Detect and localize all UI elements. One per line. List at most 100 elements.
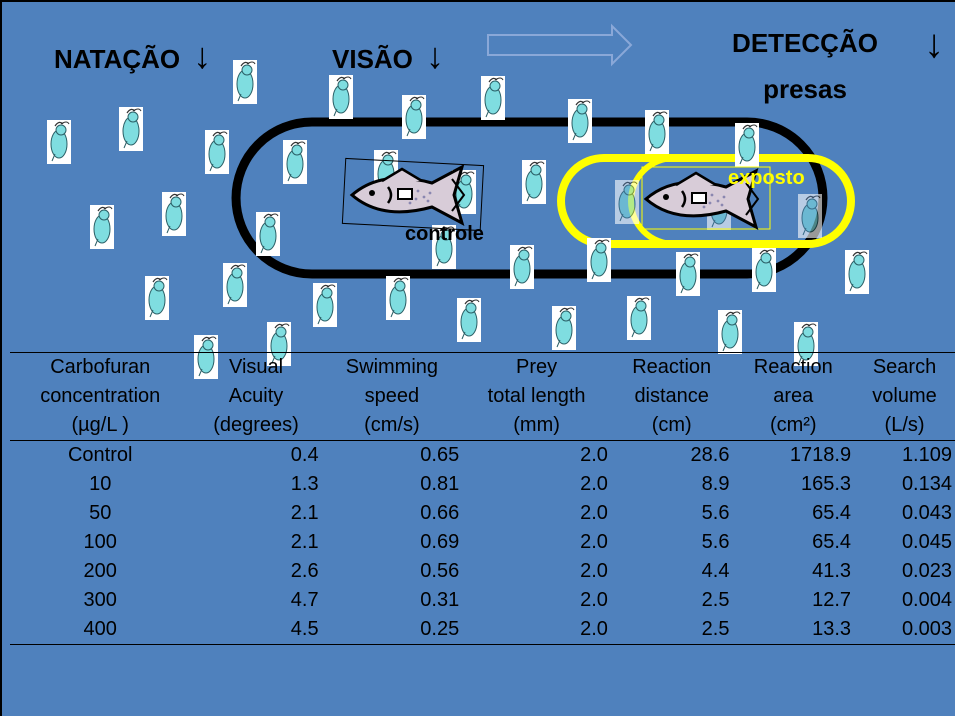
header-cell: (mm) bbox=[462, 411, 611, 441]
header-cell: distance bbox=[634, 385, 709, 407]
heading-visao: VISÃO ↓ bbox=[332, 35, 444, 77]
table-row: Control 0.4 0.65 2.0 28.6 1718.9 1.109 bbox=[10, 441, 955, 471]
header-cell: Swimming bbox=[321, 352, 463, 382]
header-cell: (cm²) bbox=[732, 411, 855, 441]
table-cell: 2.5 bbox=[610, 615, 733, 645]
table-cell: 300 bbox=[83, 589, 117, 611]
prey-icon bbox=[89, 204, 115, 250]
outline-arrow-icon bbox=[487, 23, 633, 67]
table-cell: 1718.9 bbox=[789, 444, 852, 466]
table-cell: 100 bbox=[83, 531, 117, 553]
prey-icon bbox=[626, 295, 652, 341]
prey-icon bbox=[734, 122, 760, 168]
table-cell: 0.023 bbox=[901, 560, 952, 582]
table-cell: 0.25 bbox=[321, 615, 463, 645]
heading-deteccao: DETECÇÃO presas bbox=[720, 20, 890, 112]
header-cell: area bbox=[773, 385, 814, 407]
heading-deteccao-line2: presas bbox=[763, 74, 847, 104]
header-cell: Acuity bbox=[228, 385, 284, 407]
prey-icon bbox=[614, 179, 640, 225]
exposed-fish-frame bbox=[641, 166, 771, 230]
table-cell: 0.81 bbox=[420, 473, 460, 495]
exposed-reaction-capsule bbox=[557, 154, 855, 248]
table-cell: 0.004 bbox=[901, 589, 952, 611]
table-cell: 0.4 bbox=[290, 444, 319, 466]
control-fish-label: controle bbox=[405, 223, 484, 245]
prey-icon bbox=[161, 191, 187, 237]
table-cell: 5.6 bbox=[701, 502, 730, 524]
table-cell: 28.6 bbox=[690, 444, 730, 466]
header-cell: Visual bbox=[190, 352, 322, 382]
prey-icon bbox=[586, 237, 612, 283]
table-cell: 0.003 bbox=[854, 615, 955, 645]
table-cell: 41.3 bbox=[812, 560, 852, 582]
prey-icon bbox=[844, 249, 870, 295]
header-cell: total length bbox=[487, 385, 586, 407]
table-row: 200 2.6 0.56 2.0 4.4 41.3 0.023 bbox=[10, 557, 955, 586]
table-cell: 2.0 bbox=[580, 502, 608, 524]
heading-visao-text: VISÃO bbox=[332, 44, 413, 74]
table-cell: 2.6 bbox=[290, 560, 319, 582]
heading-deteccao-line1: DETECÇÃO bbox=[732, 28, 878, 58]
control-fish-frame bbox=[341, 157, 485, 232]
table-cell: Control bbox=[67, 444, 133, 466]
table-cell: 4.7 bbox=[290, 589, 319, 611]
header-cell: speed bbox=[364, 385, 420, 407]
prey-icon bbox=[144, 275, 170, 321]
prey-icon bbox=[480, 75, 506, 121]
table-cell: 0.31 bbox=[420, 589, 460, 611]
table-row: 400 4.5 0.25 2.0 2.5 13.3 0.003 bbox=[10, 615, 955, 645]
control-fish-icon bbox=[350, 165, 466, 225]
prey-icon bbox=[456, 297, 482, 343]
header-row: concentration Acuity speed total length dist… bbox=[10, 382, 955, 411]
table-row: 50 2.1 0.66 2.0 5.6 65.4 0.043 bbox=[10, 499, 955, 528]
bottom-margin bbox=[0, 716, 955, 723]
prey-icon bbox=[797, 193, 823, 239]
table-cell: 12.7 bbox=[812, 589, 852, 611]
header-cell: Prey bbox=[462, 352, 611, 382]
header-cell: (µg/L ) bbox=[10, 411, 191, 441]
header-cell: Carbofuran bbox=[10, 352, 191, 382]
header-row: (µg/L ) (degrees) (cm/s) (mm) (cm) (cm²) (L/s) bbox=[10, 411, 955, 441]
table-cell: 2.0 bbox=[580, 589, 608, 611]
header-row: Carbofuran Visual Swimming Prey Reaction Reac… bbox=[10, 352, 955, 382]
table-cell: 2.0 bbox=[580, 473, 608, 495]
table-cell: 0.56 bbox=[420, 560, 460, 582]
prey-icon bbox=[232, 59, 258, 105]
table-cell: 2.0 bbox=[462, 615, 611, 645]
header-cell: (degrees) bbox=[190, 411, 322, 441]
header-cell: (cm) bbox=[610, 411, 733, 441]
table-cell: 13.3 bbox=[732, 615, 855, 645]
table-body: Control 0.4 0.65 2.0 28.6 1718.9 1.109 10 1.3 0.8… bbox=[10, 441, 955, 645]
table-row: 10 1.3 0.81 2.0 8.9 165.3 0.134 bbox=[10, 470, 955, 499]
prey-icon bbox=[644, 109, 670, 155]
exposed-fish-label: exposto bbox=[728, 167, 805, 189]
results-table: Carbofuran Visual Swimming Prey Reaction Reac… bbox=[10, 352, 955, 645]
header-cell: (L/s) bbox=[854, 411, 955, 441]
table-cell: 8.9 bbox=[701, 473, 730, 495]
down-arrow-icon: ↓ bbox=[426, 35, 445, 76]
table-cell: 0.043 bbox=[901, 502, 952, 524]
prey-icon bbox=[204, 129, 230, 175]
prey-icon bbox=[751, 247, 777, 293]
prey-icon bbox=[675, 251, 701, 297]
prey-icon bbox=[328, 74, 354, 120]
table-cell: 2.5 bbox=[701, 589, 730, 611]
table-cell: 400 bbox=[10, 615, 191, 645]
prey-icon bbox=[46, 119, 72, 165]
table-cell: 65.4 bbox=[812, 502, 852, 524]
table-cell: 165.3 bbox=[801, 473, 852, 495]
table-cell: 5.6 bbox=[701, 531, 730, 553]
table-cell: 4.4 bbox=[701, 560, 730, 582]
prey-icon bbox=[222, 262, 248, 308]
table-cell: 0.69 bbox=[420, 531, 460, 553]
table-cell: 2.0 bbox=[580, 560, 608, 582]
table-cell: 2.1 bbox=[290, 502, 319, 524]
prey-icon bbox=[255, 211, 281, 257]
table-row: 300 4.7 0.31 2.0 2.5 12.7 0.004 bbox=[10, 586, 955, 615]
table-cell: 1.109 bbox=[901, 444, 952, 466]
table-cell: 2.0 bbox=[580, 444, 608, 466]
table-cell: 65.4 bbox=[812, 531, 852, 553]
